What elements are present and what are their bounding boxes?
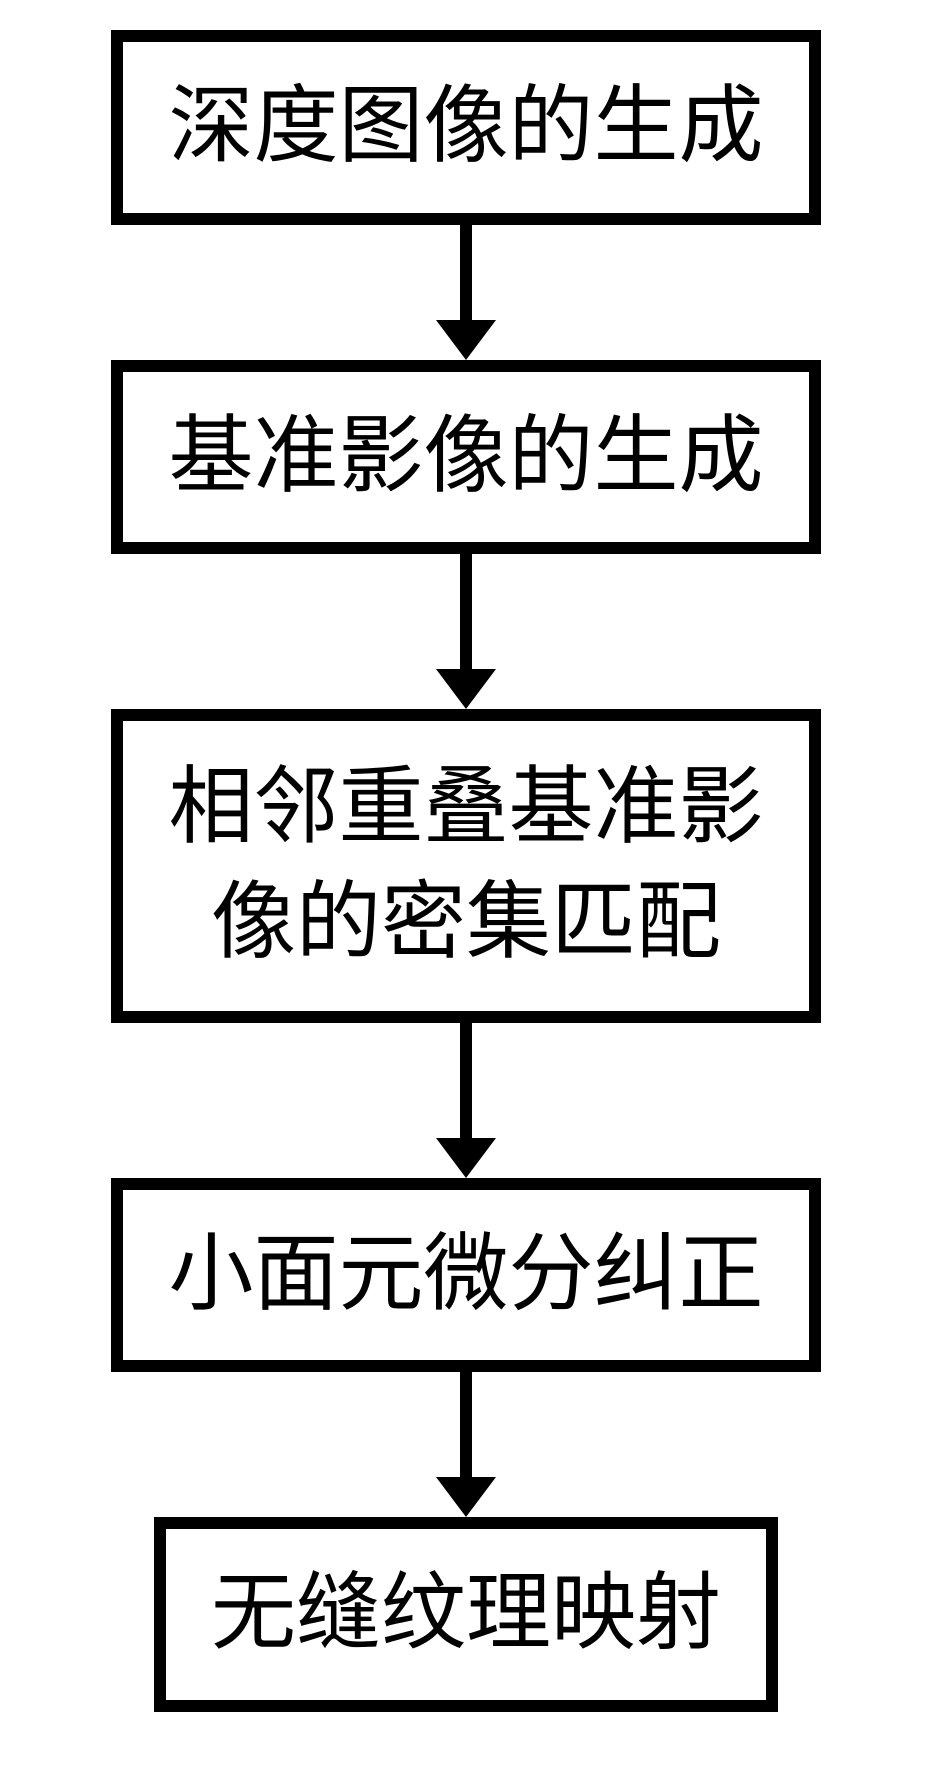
arrow-2 (436, 554, 496, 709)
flowchart-node-3: 相邻重叠基准影像的密集匹配 (111, 709, 820, 1023)
flowchart-container: 深度图像的生成 基准影像的生成 相邻重叠基准影像的密集匹配 小面元微分纠正 无缝… (111, 30, 820, 1712)
arrow-head-icon (436, 669, 496, 709)
arrow-1 (436, 225, 496, 360)
arrow-line-icon (460, 554, 472, 669)
flowchart-node-2: 基准影像的生成 (111, 360, 820, 555)
arrow-head-icon (436, 1138, 496, 1178)
arrow-3 (436, 1023, 496, 1178)
arrow-line-icon (460, 1023, 472, 1138)
arrow-4 (436, 1372, 496, 1517)
flowchart-node-5: 无缝纹理映射 (154, 1517, 778, 1712)
arrow-line-icon (460, 225, 472, 320)
arrow-line-icon (460, 1372, 472, 1477)
flowchart-node-4: 小面元微分纠正 (111, 1178, 820, 1373)
flowchart-node-1: 深度图像的生成 (111, 30, 820, 225)
arrow-head-icon (436, 1477, 496, 1517)
arrow-head-icon (436, 320, 496, 360)
